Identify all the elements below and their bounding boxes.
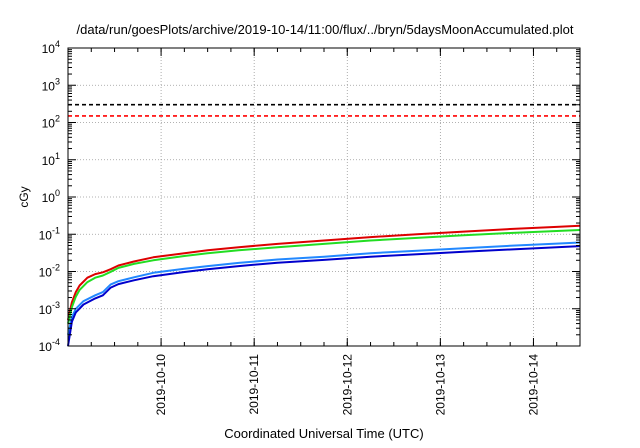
x-tick-label: 2019-10-10	[154, 354, 168, 416]
y-tick-label: 103	[42, 76, 60, 93]
chart-title: /data/run/goesPlots/archive/2019-10-14/1…	[77, 22, 574, 37]
y-tick-label: 101	[42, 151, 60, 168]
y-tick-label: 10-1	[39, 225, 60, 242]
y-tick-label: 10-4	[39, 337, 60, 354]
x-tick-label: 2019-10-12	[340, 354, 354, 416]
series-line	[67, 245, 581, 347]
series-line	[67, 241, 581, 336]
x-tick-label: 2019-10-14	[526, 354, 540, 416]
y-tick-label: 100	[42, 188, 60, 205]
y-axis-label: cGy	[17, 186, 31, 207]
y-tick-label: 102	[42, 114, 60, 131]
x-tick-label: 2019-10-11	[247, 354, 261, 415]
y-tick-label: 104	[42, 39, 60, 56]
data-series	[67, 224, 581, 347]
y-tick-label: 10-3	[39, 300, 60, 317]
threshold-lines	[68, 103, 580, 117]
x-axis-label: Coordinated Universal Time (UTC)	[224, 426, 423, 441]
x-tick-label: 2019-10-13	[433, 354, 447, 416]
series-line	[67, 229, 581, 324]
x-axis: 2019-10-10 2019-10-11 2019-10-12 2019-10-13…	[67, 48, 581, 416]
series-line	[67, 224, 581, 321]
y-tick-label: 10-2	[39, 263, 60, 280]
y-axis: 10-4 10-3 10-2 10-1 100 101 102 103 104	[39, 39, 580, 354]
